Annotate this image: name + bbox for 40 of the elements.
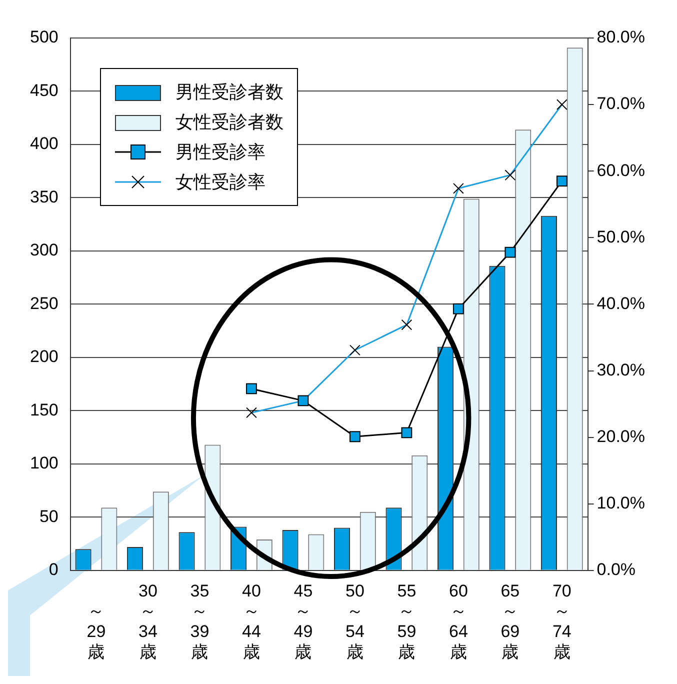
- y2-tick-label: 30.0%: [596, 360, 645, 380]
- point: [556, 176, 568, 187]
- y-tick-label: 450: [30, 80, 58, 100]
- point: [504, 246, 516, 258]
- y-tick-label: 50: [39, 506, 58, 526]
- x-tick-label: 60 ～ 64 歳: [448, 581, 468, 662]
- legend-label: 女性受診者数: [175, 111, 284, 134]
- y2-tick-label: 40.0%: [596, 294, 645, 313]
- y-tick-label: 150: [30, 400, 58, 420]
- y-tick-label: 250: [30, 294, 58, 313]
- y2-tick-label: 80.0%: [596, 28, 645, 47]
- x-tick-label: 40 ～ 44 歳: [242, 581, 261, 662]
- legend-label: 女性受診率: [175, 171, 266, 194]
- y2-tick-label: 60.0%: [596, 160, 645, 180]
- y2-tick-label: 0.0%: [596, 560, 636, 580]
- point: [452, 303, 464, 314]
- y-tick-label: 400: [30, 134, 58, 154]
- x-tick-label: 65 ～ 69 歳: [500, 581, 520, 662]
- y2-tick-label: 20.0%: [596, 426, 645, 446]
- legend-label: 男性受診者数: [175, 81, 284, 104]
- x-tick-label: 45 ～ 49 歳: [294, 581, 313, 662]
- y2-tick-label: 50.0%: [596, 227, 645, 246]
- x-tick-label: 50 ～ 54 歳: [345, 581, 364, 662]
- x-tick-label: ～ 29 歳: [86, 602, 106, 662]
- point: [350, 431, 360, 442]
- x-tick-label: 35 ～ 39 歳: [190, 581, 210, 662]
- x-tick-label: 70 ～ 74 歳: [552, 581, 572, 662]
- y-tick-label: 100: [30, 454, 58, 473]
- y-tick-label: 350: [30, 187, 58, 206]
- x-tick-label: 30 ～ 34 歳: [138, 581, 158, 662]
- point: [401, 427, 412, 438]
- y-tick-label: 0: [48, 560, 58, 580]
- y-tick-label: 200: [30, 347, 58, 366]
- y2-tick-label: 70.0%: [596, 94, 645, 114]
- y2-tick-label: 10.0%: [596, 494, 645, 513]
- x-tick-label: 55 ～ 59 歳: [397, 581, 416, 662]
- point: [246, 383, 257, 394]
- y-tick-label: 300: [30, 240, 58, 260]
- y-tick-label: 500: [30, 28, 58, 47]
- legend-label: 男性受診率: [175, 141, 266, 164]
